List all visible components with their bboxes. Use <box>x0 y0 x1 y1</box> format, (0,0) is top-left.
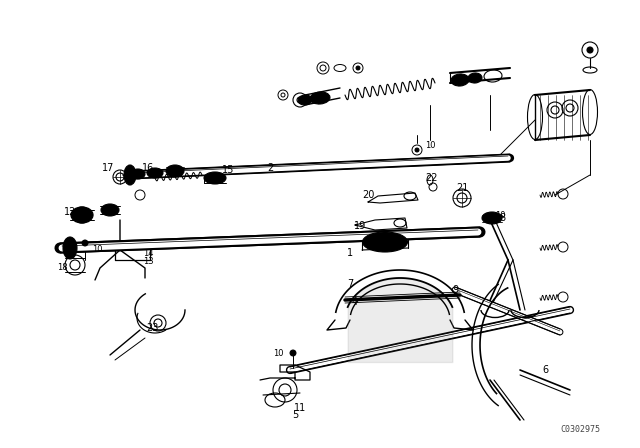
Ellipse shape <box>131 169 145 179</box>
Ellipse shape <box>71 207 93 223</box>
Ellipse shape <box>362 232 408 252</box>
Ellipse shape <box>124 165 136 185</box>
Text: 11: 11 <box>294 403 306 413</box>
Ellipse shape <box>63 237 77 259</box>
Text: 14: 14 <box>143 249 153 258</box>
Text: 10: 10 <box>425 141 435 150</box>
Text: 17: 17 <box>102 163 114 173</box>
Ellipse shape <box>310 92 330 104</box>
Ellipse shape <box>451 74 469 86</box>
Ellipse shape <box>468 73 482 83</box>
Circle shape <box>587 47 593 53</box>
Text: 22: 22 <box>426 173 438 183</box>
Ellipse shape <box>204 172 226 184</box>
Text: 7: 7 <box>347 279 353 289</box>
Text: 19: 19 <box>354 221 366 231</box>
Text: 16: 16 <box>142 163 154 173</box>
Text: 8: 8 <box>499 213 505 223</box>
Circle shape <box>290 350 296 356</box>
Ellipse shape <box>147 168 163 178</box>
Text: 5: 5 <box>292 410 298 420</box>
Text: 4: 4 <box>352 297 358 307</box>
Text: 18: 18 <box>57 263 67 272</box>
Text: 3: 3 <box>392 237 398 247</box>
Text: 10: 10 <box>495 211 505 220</box>
Text: 6: 6 <box>542 365 548 375</box>
Text: 15: 15 <box>222 165 234 175</box>
Ellipse shape <box>166 165 184 177</box>
Text: 10: 10 <box>273 349 284 358</box>
Ellipse shape <box>298 95 312 105</box>
Circle shape <box>356 66 360 70</box>
Text: 9: 9 <box>452 285 458 295</box>
Text: 1: 1 <box>347 248 353 258</box>
Circle shape <box>415 148 419 152</box>
Text: C0302975: C0302975 <box>560 426 600 435</box>
Ellipse shape <box>101 204 119 216</box>
Text: 13: 13 <box>143 258 154 267</box>
Text: 20: 20 <box>362 190 374 200</box>
Text: 23: 23 <box>146 323 158 333</box>
Text: 21: 21 <box>456 183 468 193</box>
Circle shape <box>82 240 88 246</box>
Text: 2: 2 <box>267 163 273 173</box>
Text: 12: 12 <box>64 207 76 217</box>
Text: 10: 10 <box>92 246 102 254</box>
Ellipse shape <box>482 212 502 224</box>
